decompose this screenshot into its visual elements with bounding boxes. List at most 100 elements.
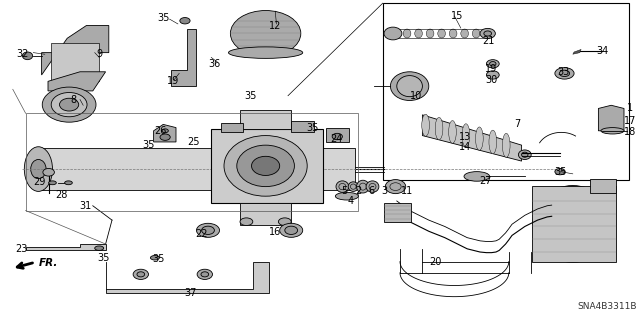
Ellipse shape: [336, 181, 349, 192]
Text: 35: 35: [306, 122, 319, 133]
Text: 29: 29: [33, 177, 46, 187]
Ellipse shape: [351, 184, 356, 189]
Ellipse shape: [42, 87, 96, 122]
Ellipse shape: [137, 272, 145, 277]
Ellipse shape: [285, 226, 298, 234]
Ellipse shape: [369, 183, 376, 190]
Text: 28: 28: [55, 189, 68, 200]
Text: 32: 32: [16, 49, 29, 59]
Ellipse shape: [435, 117, 443, 140]
Ellipse shape: [422, 114, 429, 136]
Ellipse shape: [348, 182, 358, 191]
Text: 19: 19: [166, 76, 179, 86]
Ellipse shape: [162, 129, 168, 133]
Text: 37: 37: [184, 288, 197, 298]
Ellipse shape: [356, 180, 369, 193]
Text: 10: 10: [410, 91, 422, 101]
Text: 21: 21: [482, 36, 495, 47]
Text: 35: 35: [157, 12, 170, 23]
Ellipse shape: [95, 246, 104, 250]
Polygon shape: [38, 148, 355, 190]
Ellipse shape: [240, 218, 253, 226]
Text: 7: 7: [514, 119, 520, 130]
Ellipse shape: [280, 223, 303, 237]
Text: 2: 2: [355, 186, 362, 197]
Ellipse shape: [332, 133, 342, 140]
Polygon shape: [48, 72, 106, 91]
Ellipse shape: [150, 256, 159, 260]
Ellipse shape: [533, 186, 612, 262]
Ellipse shape: [252, 156, 280, 175]
Text: 27: 27: [479, 176, 492, 186]
Text: 5: 5: [341, 186, 348, 197]
Text: 35: 35: [554, 167, 567, 177]
Ellipse shape: [278, 218, 291, 226]
Ellipse shape: [449, 121, 456, 143]
Text: 30: 30: [485, 75, 498, 85]
Text: 20: 20: [429, 257, 442, 267]
Ellipse shape: [360, 183, 366, 190]
Text: 18: 18: [623, 127, 636, 137]
Text: 14: 14: [458, 142, 471, 152]
Ellipse shape: [31, 160, 46, 179]
Ellipse shape: [415, 29, 422, 38]
Polygon shape: [154, 124, 176, 142]
Polygon shape: [598, 105, 624, 131]
Text: 35: 35: [97, 253, 110, 263]
Text: 25: 25: [187, 137, 200, 147]
Text: 22: 22: [195, 228, 208, 239]
Text: 4: 4: [348, 196, 354, 206]
Bar: [51, 43, 99, 81]
Text: 31: 31: [79, 201, 92, 211]
Ellipse shape: [484, 31, 492, 36]
Polygon shape: [326, 128, 349, 142]
Text: 17: 17: [623, 116, 636, 126]
Ellipse shape: [133, 269, 148, 279]
Text: 13: 13: [458, 132, 471, 142]
Polygon shape: [171, 29, 196, 86]
Ellipse shape: [51, 93, 87, 117]
Ellipse shape: [49, 181, 56, 185]
Ellipse shape: [397, 76, 422, 97]
Ellipse shape: [464, 172, 490, 181]
Ellipse shape: [559, 70, 570, 77]
Ellipse shape: [202, 226, 214, 234]
Text: 23: 23: [15, 244, 28, 255]
Ellipse shape: [160, 134, 170, 140]
Ellipse shape: [486, 60, 499, 68]
Bar: [532, 186, 616, 262]
Text: 33: 33: [557, 67, 570, 77]
Polygon shape: [240, 110, 291, 129]
Ellipse shape: [486, 71, 499, 79]
Ellipse shape: [197, 269, 212, 279]
Bar: [383, 3, 629, 180]
Text: 8: 8: [70, 95, 77, 106]
Polygon shape: [221, 123, 243, 132]
Polygon shape: [240, 203, 291, 225]
Text: 26: 26: [154, 126, 166, 136]
Text: 12: 12: [269, 20, 282, 31]
Ellipse shape: [390, 72, 429, 100]
Ellipse shape: [180, 18, 190, 24]
Text: 3: 3: [381, 186, 387, 197]
Ellipse shape: [392, 29, 399, 38]
Ellipse shape: [384, 27, 402, 40]
Text: 11: 11: [401, 186, 413, 197]
Text: 1: 1: [627, 103, 633, 114]
Ellipse shape: [480, 28, 495, 39]
Text: FR.: FR.: [38, 258, 58, 268]
Ellipse shape: [230, 11, 301, 56]
Text: 36: 36: [208, 59, 221, 69]
Ellipse shape: [449, 29, 457, 38]
Ellipse shape: [490, 62, 496, 66]
Ellipse shape: [335, 192, 358, 200]
Bar: [384, 203, 411, 222]
Ellipse shape: [461, 29, 468, 38]
Polygon shape: [291, 121, 314, 132]
Ellipse shape: [196, 223, 220, 237]
Text: 19: 19: [485, 63, 498, 74]
Ellipse shape: [237, 145, 294, 187]
Text: 35: 35: [152, 254, 165, 264]
Ellipse shape: [522, 152, 528, 157]
Text: 35: 35: [244, 91, 257, 101]
